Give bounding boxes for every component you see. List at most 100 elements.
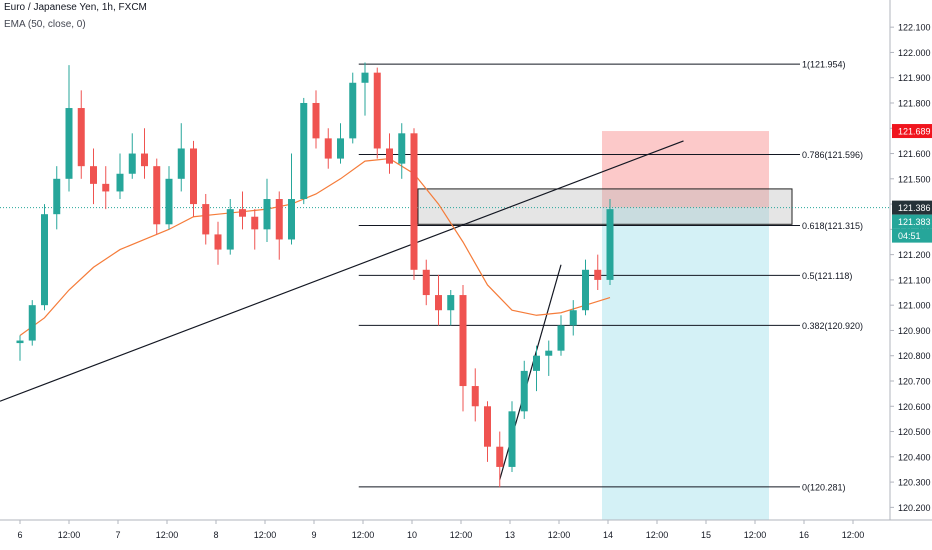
- candle-body: [435, 295, 442, 311]
- current-price-badge-bg: [892, 200, 932, 215]
- candle-body: [102, 183, 110, 192]
- price-tick-label: 120.900: [898, 326, 931, 336]
- time-tick-label: 12:00: [254, 530, 277, 540]
- candle-body: [77, 108, 85, 167]
- last-price-badge-bg: [892, 214, 932, 229]
- time-tick-label: 12:00: [548, 530, 571, 540]
- candle-body: [594, 269, 602, 280]
- price-axis-bg: [890, 0, 932, 550]
- price-tick-label: 121.800: [898, 98, 931, 108]
- time-tick-label: 9: [311, 530, 316, 540]
- trend-line[interactable]: [0, 140, 684, 402]
- price-tick-label: 122.000: [898, 48, 931, 58]
- candle-body: [251, 216, 259, 230]
- candle-body: [324, 138, 332, 159]
- candle-body: [202, 204, 210, 235]
- candle-body: [141, 153, 148, 167]
- candle-body: [288, 199, 295, 240]
- candle-body: [422, 269, 430, 296]
- stop-price-badge-bg: [892, 124, 932, 139]
- candle-body: [373, 72, 381, 149]
- candle-body: [606, 209, 614, 280]
- candle-body: [447, 295, 455, 311]
- candle-body: [214, 234, 222, 250]
- fib-level-label: 1(121.954): [802, 60, 846, 70]
- sr-zone-box[interactable]: [417, 188, 793, 225]
- candle-body: [361, 72, 369, 83]
- candle-body: [263, 199, 271, 230]
- ema-line: [19, 157, 611, 336]
- candle-body: [569, 310, 577, 326]
- price-tick-label: 120.700: [898, 376, 931, 386]
- fib-level-label: 0.786(121.596): [802, 150, 863, 160]
- price-tick-label: 121.200: [898, 250, 931, 260]
- current-price-badge: 121.386: [898, 203, 931, 213]
- time-tick-label: 12:00: [352, 530, 375, 540]
- candle-body: [165, 178, 173, 225]
- candle-body: [386, 148, 393, 164]
- fib-level-label: 0(120.281): [802, 482, 846, 492]
- symbol-title: Euro / Japanese Yen, 1h, FXCM: [4, 2, 147, 13]
- candle-body: [65, 108, 73, 179]
- candle-body: [177, 148, 185, 179]
- candle-body: [484, 406, 491, 447]
- candle-body: [337, 138, 344, 159]
- candle-body: [398, 133, 406, 164]
- candle-body: [557, 325, 565, 351]
- bar-countdown-badge-bg: [892, 228, 932, 243]
- time-tick-label: 16: [799, 530, 809, 540]
- candle-body: [349, 82, 357, 139]
- fib-level-label: 0.618(121.315): [802, 221, 863, 231]
- indicator-title: EMA (50, close, 0): [4, 19, 86, 30]
- candle-body: [471, 386, 479, 407]
- candle-body: [28, 305, 36, 341]
- candle-body: [90, 166, 97, 184]
- take-profit-zone[interactable]: [602, 207, 769, 520]
- candle-body: [275, 199, 283, 240]
- time-tick-label: 15: [701, 530, 711, 540]
- candle-body: [116, 173, 124, 192]
- candle-body: [545, 350, 553, 356]
- candle-body: [496, 446, 504, 467]
- time-tick-label: 12:00: [646, 530, 669, 540]
- candle-body: [128, 153, 136, 174]
- candle-body: [16, 340, 24, 344]
- time-tick-label: 12:00: [58, 530, 81, 540]
- candle-body: [41, 214, 48, 306]
- price-tick-label: 121.600: [898, 149, 931, 159]
- time-tick-label: 13: [505, 530, 515, 540]
- time-tick-label: 12:00: [842, 530, 865, 540]
- bar-countdown-badge: 04:51: [898, 231, 921, 241]
- time-tick-label: 8: [213, 530, 218, 540]
- price-tick-label: 121.000: [898, 301, 931, 311]
- price-tick-label: 122.100: [898, 23, 931, 33]
- candle-body: [300, 102, 308, 200]
- time-tick-label: 12:00: [744, 530, 767, 540]
- time-tick-label: 10: [407, 530, 417, 540]
- time-tick-label: 6: [17, 530, 22, 540]
- price-tick-label: 120.800: [898, 351, 931, 361]
- candle-body: [520, 370, 528, 412]
- candle-body: [153, 166, 161, 225]
- candle-body: [410, 133, 418, 270]
- price-tick-label: 120.400: [898, 452, 931, 462]
- time-tick-label: 14: [603, 530, 613, 540]
- time-tick-label: 7: [115, 530, 120, 540]
- price-tick-label: 120.300: [898, 478, 931, 488]
- time-tick-label: 12:00: [156, 530, 179, 540]
- fib-level-label: 0.382(120.920): [802, 321, 863, 331]
- candle-body: [459, 295, 467, 387]
- price-tick-label: 120.200: [898, 503, 931, 513]
- last-price-badge: 121.383: [898, 217, 931, 227]
- candle-body: [53, 178, 61, 215]
- time-tick-label: 12:00: [450, 530, 473, 540]
- stop-loss-zone[interactable]: [602, 131, 769, 208]
- candle-body: [239, 209, 246, 217]
- candle-body: [508, 411, 516, 467]
- candle-body: [312, 102, 320, 139]
- candle-body: [190, 148, 197, 205]
- candle-body: [226, 209, 234, 250]
- stop-price-badge: 121.689: [898, 127, 931, 137]
- price-tick-label: 121.500: [898, 174, 931, 184]
